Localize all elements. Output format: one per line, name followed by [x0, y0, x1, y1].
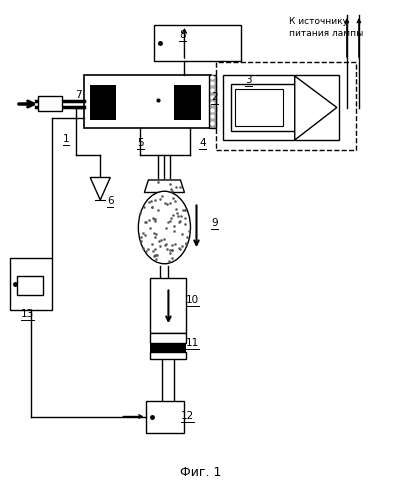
Bar — [90, 85, 116, 120]
Bar — [174, 85, 200, 120]
Bar — [38, 96, 62, 111]
Text: 9: 9 — [211, 218, 218, 228]
Text: 4: 4 — [199, 138, 206, 147]
Text: 2: 2 — [211, 92, 218, 102]
Bar — [235, 88, 283, 126]
Text: 7: 7 — [75, 90, 81, 100]
Text: К источнику
питания лампы: К источнику питания лампы — [289, 17, 363, 38]
Bar — [231, 84, 295, 131]
Polygon shape — [295, 76, 337, 140]
Text: 13: 13 — [20, 309, 34, 319]
Text: 5: 5 — [137, 138, 144, 147]
Text: 1: 1 — [63, 134, 69, 144]
Text: 12: 12 — [181, 411, 194, 421]
Ellipse shape — [138, 191, 190, 264]
Text: Фиг. 1: Фиг. 1 — [180, 466, 221, 479]
Bar — [150, 278, 186, 332]
Bar — [209, 75, 216, 128]
Text: 3: 3 — [245, 75, 252, 85]
Text: 10: 10 — [186, 295, 199, 305]
Bar — [10, 258, 52, 310]
Bar — [216, 62, 356, 150]
Bar — [150, 352, 186, 359]
Polygon shape — [144, 180, 184, 192]
Bar — [84, 75, 211, 128]
Bar — [150, 332, 186, 342]
Bar — [154, 25, 241, 61]
Text: 6: 6 — [107, 196, 113, 206]
Text: 8: 8 — [179, 30, 186, 40]
Bar — [17, 276, 43, 295]
Bar — [146, 401, 184, 432]
Bar — [150, 342, 186, 351]
Bar — [223, 75, 339, 140]
Text: 11: 11 — [186, 338, 199, 347]
Polygon shape — [90, 178, 110, 200]
